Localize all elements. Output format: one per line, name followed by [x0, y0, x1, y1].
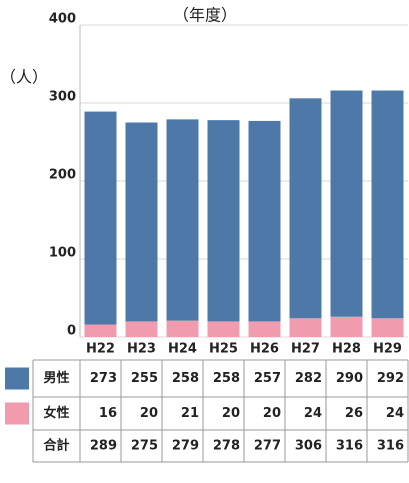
legend-swatch: [5, 367, 29, 390]
table-cell: 282: [295, 371, 322, 386]
table-cell: 306: [295, 439, 322, 454]
table-cell: 275: [131, 439, 158, 454]
y-tick-label: 100: [49, 246, 76, 261]
bar-segment: [371, 318, 404, 337]
table-cell: 277: [254, 439, 281, 454]
bar-segment: [125, 321, 158, 337]
table-cell: 290: [336, 371, 363, 386]
table-cell: 316: [336, 439, 363, 454]
bar-segment: [289, 318, 322, 337]
legend-label: 男性: [43, 370, 69, 386]
table-cell: 20: [140, 406, 158, 421]
legend-swatch: [5, 402, 29, 425]
x-tick-label: H22: [86, 342, 115, 357]
legend-label: 女性: [43, 405, 69, 421]
y-tick-label: 0: [67, 324, 76, 339]
x-tick-label: H24: [168, 342, 197, 357]
legend-label: 合計: [43, 438, 69, 454]
table-cell: 289: [90, 439, 117, 454]
table-cell: 21: [181, 406, 199, 421]
bar-segment: [371, 90, 404, 319]
table-cell: 255: [131, 371, 158, 386]
table-cell: 16: [99, 406, 117, 421]
x-tick-label: H25: [209, 342, 238, 357]
table-cell: 292: [377, 371, 404, 386]
y-tick-label: 300: [49, 90, 76, 105]
x-tick-label: H26: [250, 342, 279, 357]
bar-segment: [84, 324, 117, 337]
bar-segment: [330, 90, 363, 317]
x-tick-label: H27: [291, 342, 320, 357]
table-cell: 258: [213, 371, 240, 386]
bar-segment: [289, 98, 322, 319]
y-tick-label: 200: [49, 168, 76, 183]
table-cell: 279: [172, 439, 199, 454]
x-tick-label: H23: [127, 342, 156, 357]
y-tick-label: 400: [49, 12, 76, 27]
table-cell: 24: [386, 406, 404, 421]
bar-segment: [166, 320, 199, 337]
table-cell: 24: [304, 406, 322, 421]
x-tick-label: H28: [332, 342, 361, 357]
x-tick-label: H29: [373, 342, 402, 357]
bar-segment: [207, 120, 240, 322]
table-cell: 26: [345, 406, 363, 421]
bar-segment: [330, 316, 363, 337]
bar-segment: [248, 120, 281, 322]
table-cell: 273: [90, 371, 117, 386]
x-axis-label: （年度）: [173, 6, 237, 25]
bar-segment: [248, 321, 281, 337]
table-cell: 20: [222, 406, 240, 421]
table-cell: 278: [213, 439, 240, 454]
table-cell: 257: [254, 371, 281, 386]
table-cell: 20: [263, 406, 281, 421]
bar-segment: [166, 119, 199, 321]
y-axis-label: （人）: [0, 68, 48, 87]
bar-segment: [207, 321, 240, 337]
bar-segment: [84, 111, 117, 325]
table-cell: 258: [172, 371, 199, 386]
bar-segment: [125, 122, 158, 322]
table-cell: 316: [377, 439, 404, 454]
